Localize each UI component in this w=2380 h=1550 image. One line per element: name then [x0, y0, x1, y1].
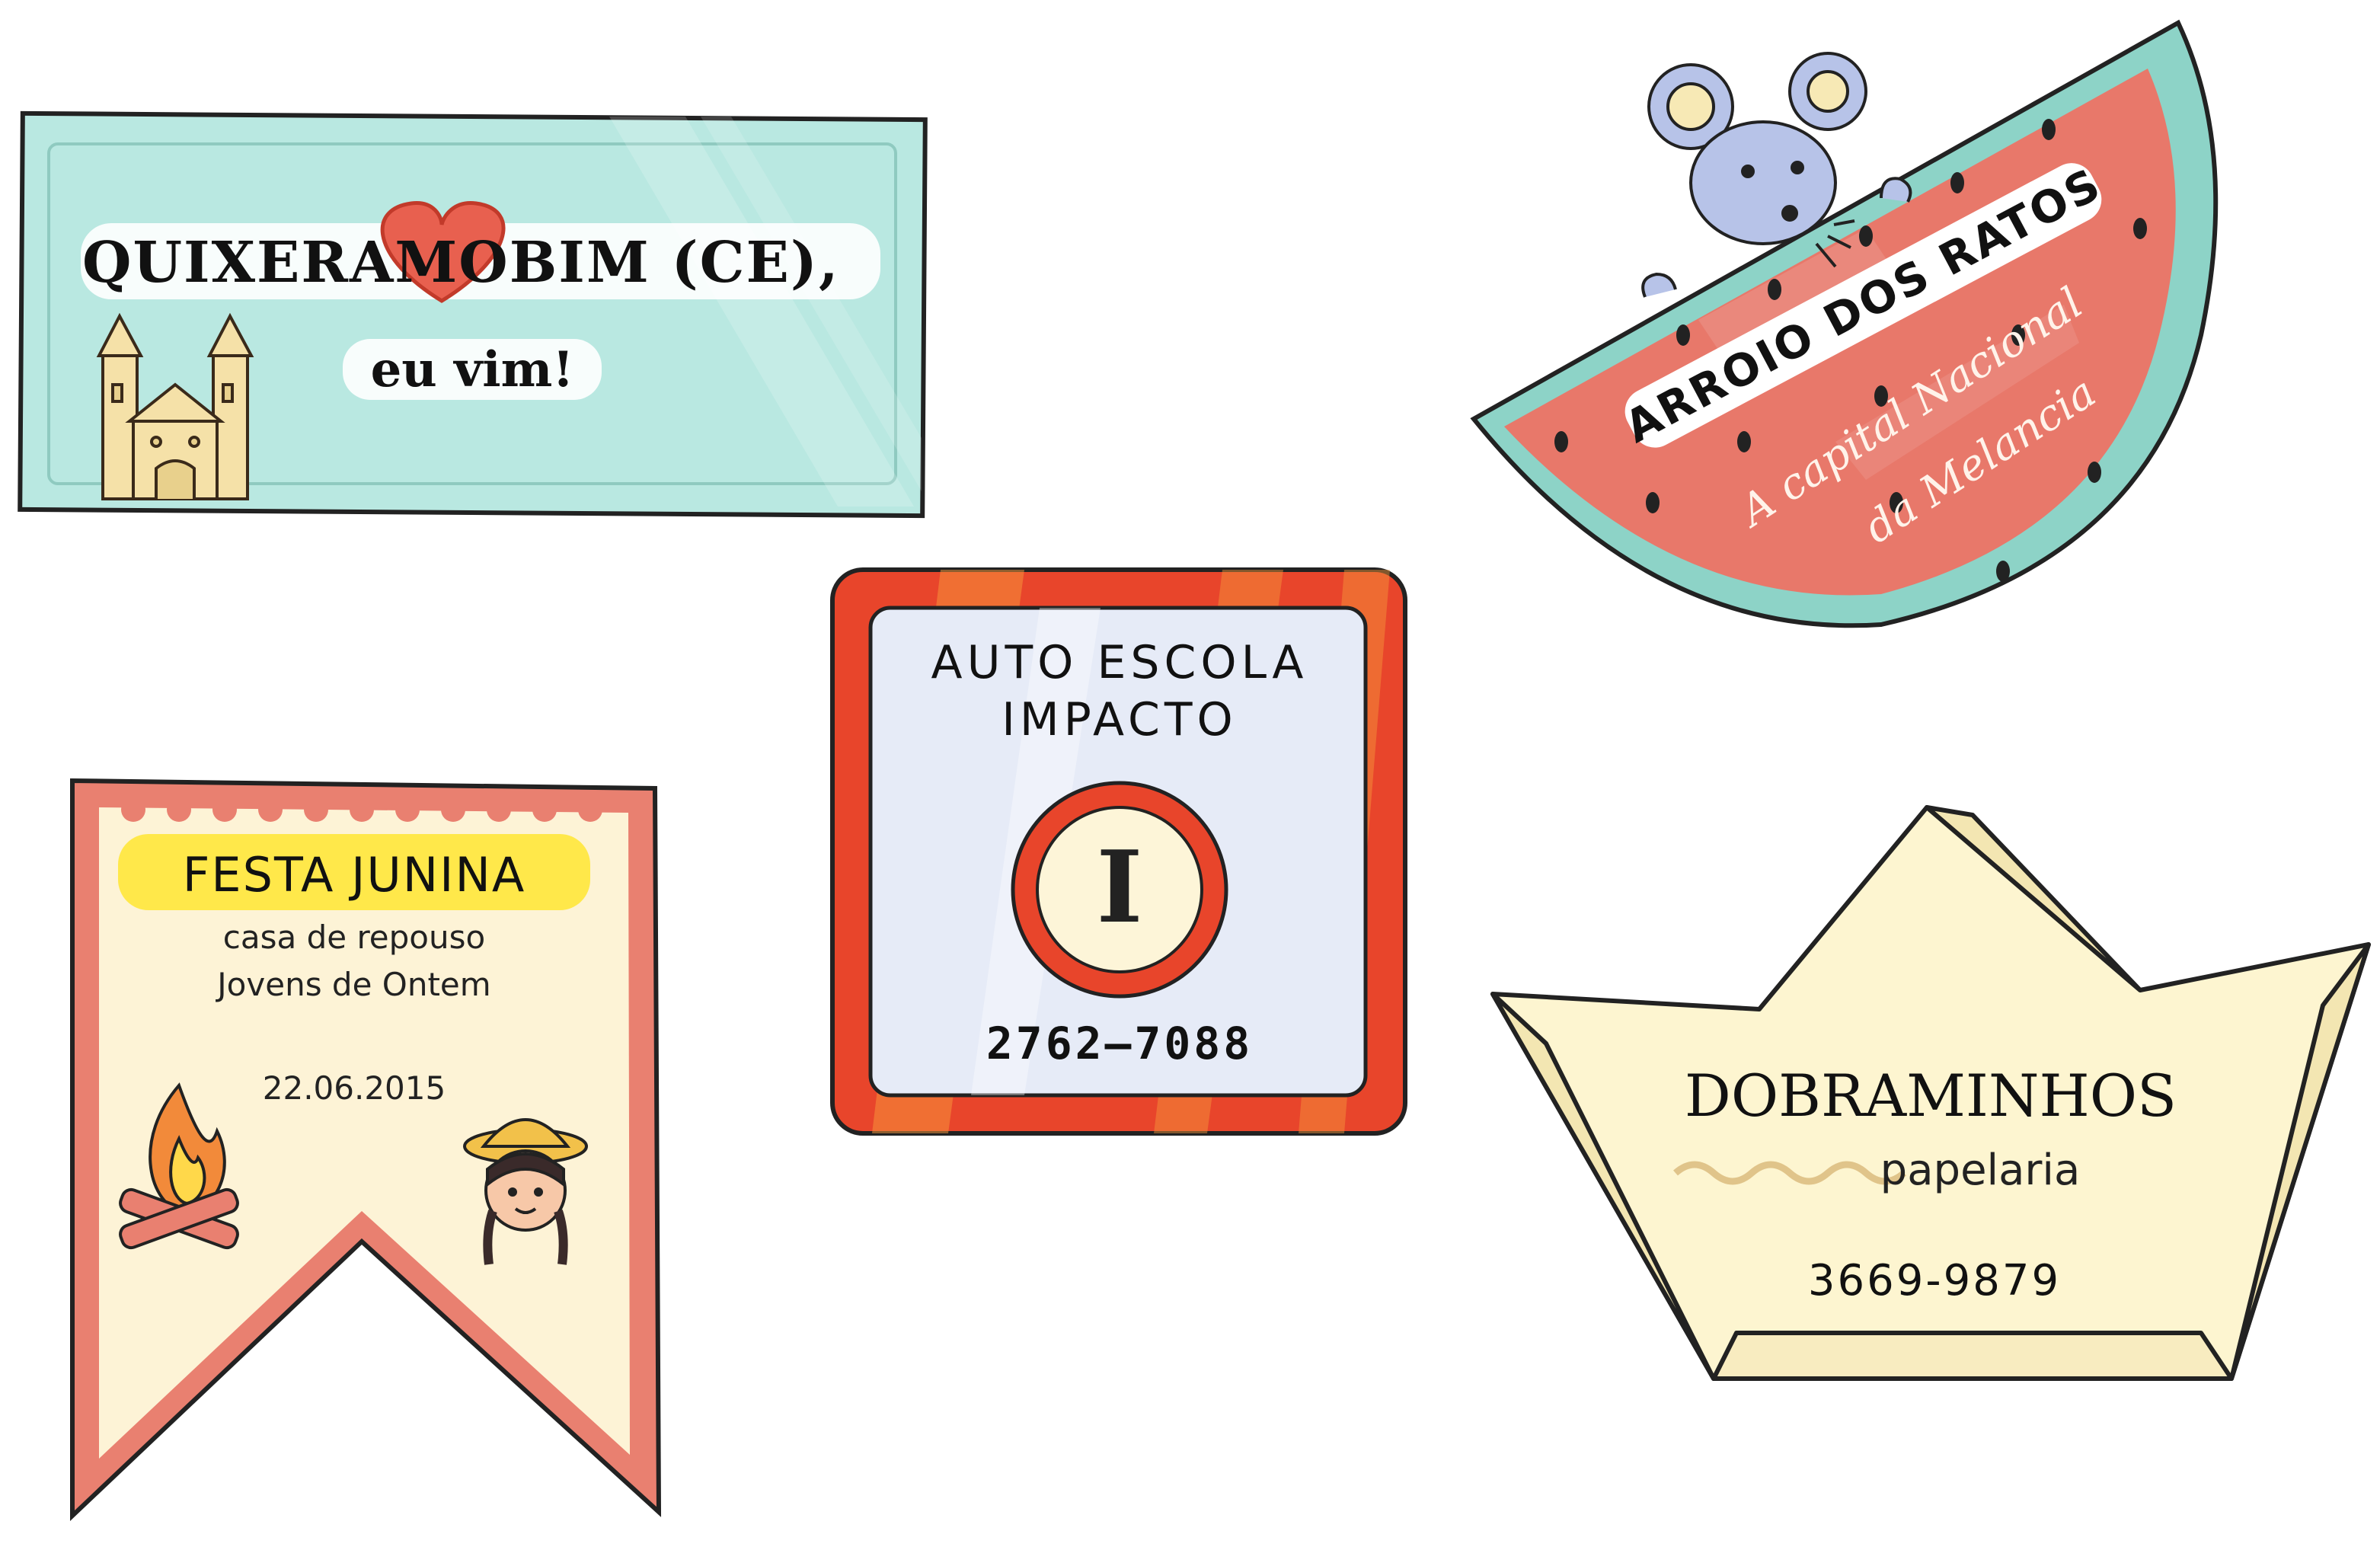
arroio-sticker: ARROIO DOS RATOS A capital Nacional da M… — [1470, 19, 2219, 628]
festa-line2: Jovens de Ontem — [215, 966, 490, 1003]
quix-title-right: BIM (CE), — [510, 230, 840, 296]
svg-text:QUIXERAMOBIM (CE),: QUIXERAMOBIM (CE), — [82, 230, 840, 296]
seed-dots — [1554, 119, 2147, 582]
church-icon — [96, 312, 254, 500]
paper-boat-icon — [1490, 805, 2371, 1381]
dobraminhos-subtitle: papelaria — [1880, 1146, 2081, 1195]
autoescola-title-line2: IMPACTO — [1002, 693, 1238, 746]
festa-line1: casa de repouso — [223, 919, 485, 956]
quix-title-heart: AMO — [349, 230, 510, 296]
quix-title-left: QUIXER — [82, 230, 350, 296]
dobraminhos-phone: 3669-9879 — [1808, 1256, 2061, 1306]
autoescola-phone: 2762–7088 — [986, 1018, 1253, 1069]
bonfire-icon — [119, 1082, 239, 1250]
festa-date: 22.06.2015 — [263, 1069, 446, 1107]
wave-decoration — [1673, 1161, 1906, 1185]
dobraminhos-title: DOBRAMINHOS — [1685, 1062, 2177, 1130]
mouse-icon — [1641, 52, 1912, 298]
heart-icon — [380, 201, 506, 303]
girl-face-icon — [463, 1118, 588, 1265]
autoescola-sticker: AUTO ESCOLA IMPACTO I 2762–7088 — [830, 567, 1407, 1136]
impacto-logo-letter: I — [1097, 829, 1143, 945]
festa-title: FESTA JUNINA — [183, 847, 526, 903]
quix-subtitle: eu vim! — [371, 341, 574, 398]
festa-sticker: FESTA JUNINA casa de repouso Jovens de O… — [70, 778, 662, 1521]
autoescola-title-line1: AUTO ESCOLA — [931, 636, 1308, 689]
impacto-logo: I — [1011, 781, 1228, 999]
quixeramobim-sticker: QUIXERAMOBIM (CE), eu vim! — [18, 110, 928, 519]
dobraminhos-sticker: DOBRAMINHOS papelaria 3669-9879 — [1490, 805, 2371, 1381]
